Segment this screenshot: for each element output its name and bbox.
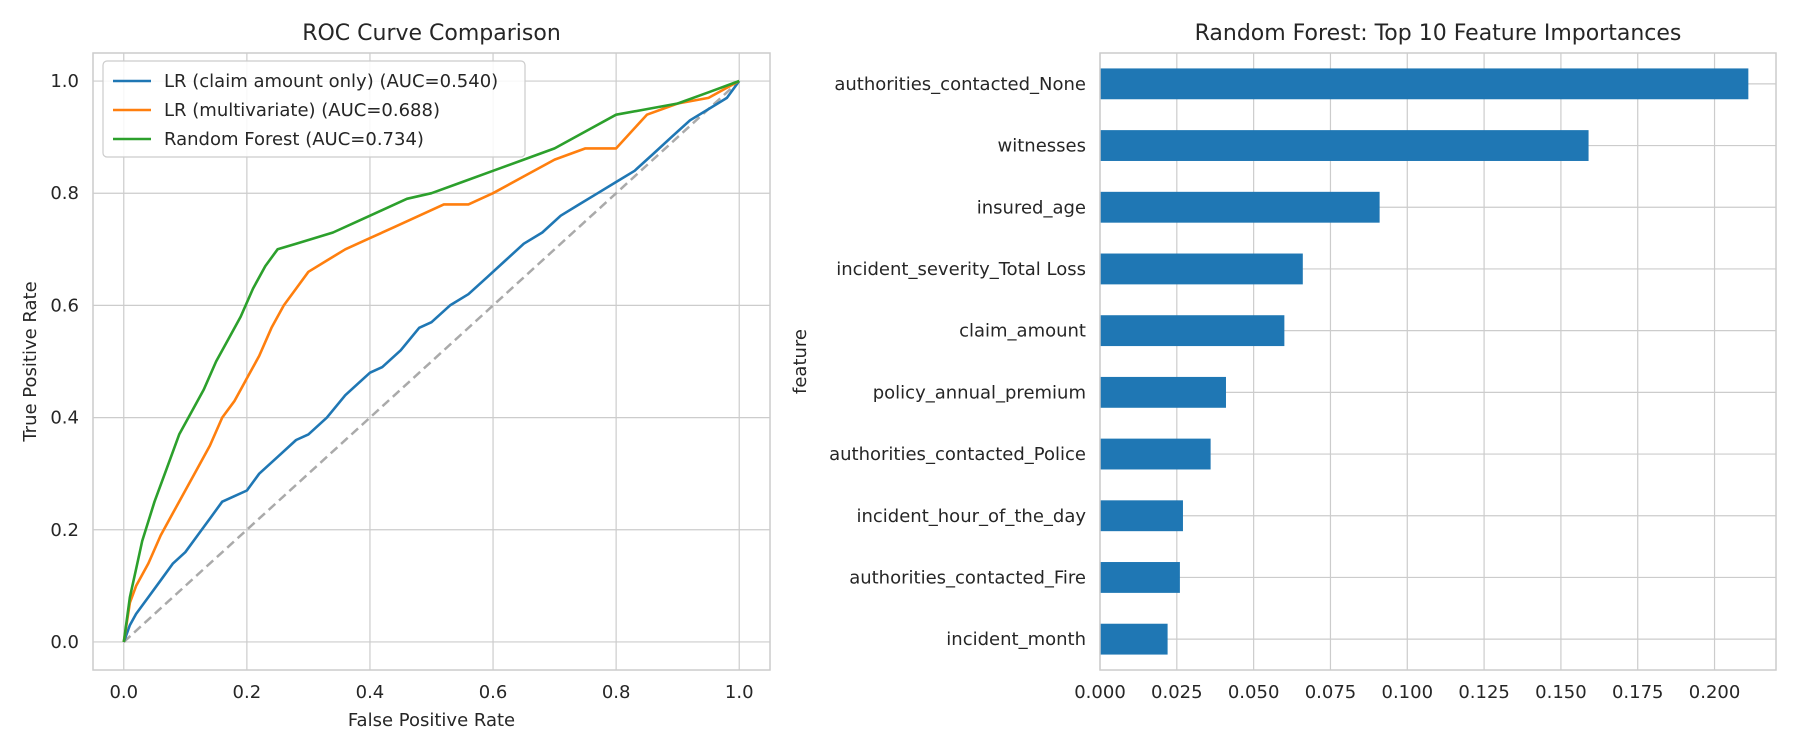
roc-y-tick-label: 0.8 [50,183,79,204]
legend-label-lr-multivariate: LR (multivariate) (AUC=0.688) [164,100,440,121]
roc-x-tick-label: 1.0 [725,682,754,703]
fi-category-label: authorities_contacted_Fire [849,567,1086,588]
fi-category-label: witnesses [998,136,1086,157]
legend-label-random-forest: Random Forest (AUC=0.734) [164,129,424,150]
fi-bar [1100,191,1380,223]
roc-x-tick-label: 0.6 [479,682,508,703]
fi-bar [1100,562,1180,593]
fi-x-tick-label: 0.025 [1151,682,1203,703]
roc-y-tick-label: 0.4 [50,408,79,429]
fi-bar [1100,253,1303,285]
roc-x-tick-label: 0.0 [109,682,138,703]
roc-x-tick-label: 0.2 [233,682,262,703]
roc-chance-diagonal [122,80,741,643]
feature-importance-title: Random Forest: Top 10 Feature Importance… [1195,21,1682,46]
roc-y-tick-label: 0.2 [50,520,79,541]
legend-label-lr-claim-amount: LR (claim amount only) (AUC=0.540) [164,71,498,92]
fi-x-tick-label: 0.175 [1612,682,1664,703]
roc-x-tick-label: 0.4 [356,682,385,703]
fi-x-tick-label: 0.150 [1535,682,1587,703]
fi-bar [1100,623,1168,655]
fi-category-label: incident_severity_Total Loss [836,259,1086,280]
fi-bar [1100,500,1183,532]
roc-y-tick-label: 0.6 [50,295,79,316]
roc-y-tick-label: 1.0 [50,71,79,92]
roc-tick-labels: 0.0 0.2 0.4 0.6 0.8 1.0 0.0 0.2 0.4 0.6 0.8 1.0 [50,71,753,703]
fi-x-tick-label: 0.000 [1074,682,1126,703]
roc-plot-frame [92,52,771,671]
roc-y-tick-label: 0.0 [50,632,79,653]
roc-y-axis-label: True Positive Rate [20,281,41,442]
fi-category-label: incident_hour_of_the_day [857,506,1087,527]
fi-category-label: authorities_contacted_Police [829,444,1086,465]
fi-x-tick-label: 0.075 [1305,682,1357,703]
fi-x-tick-label: 0.200 [1689,682,1741,703]
fi-bar [1100,130,1589,161]
roc-legend: LR (claim amount only) (AUC=0.540) LR (m… [102,60,526,158]
roc-x-axis-label: False Positive Rate [348,710,515,731]
fi-category-label: authorities_contacted_None [834,74,1086,95]
roc-line-random-forest [122,79,740,643]
fi-bar [1100,438,1211,470]
roc-line-lr-claim-amount [122,80,741,643]
roc-line-lr-multivariate [122,79,740,643]
feature-importance-bars [1100,68,1749,655]
fi-bar [1100,315,1285,347]
roc-lines [122,79,741,643]
roc-chart: ROC Curve Comparison False Positive Rate… [20,21,771,731]
fi-category-label: incident_month [946,629,1086,650]
fi-x-tick-label: 0.125 [1458,682,1510,703]
fi-x-tick-label: 0.050 [1228,682,1280,703]
legend-box [102,60,526,158]
roc-title: ROC Curve Comparison [302,21,561,46]
fi-bar [1100,376,1226,408]
feature-importance-chart: Random Forest: Top 10 Feature Importance… [790,21,1777,703]
fi-category-label: policy_annual_premium [873,382,1086,403]
fi-x-tick-label: 0.100 [1382,682,1434,703]
roc-x-tick-label: 0.8 [602,682,631,703]
fi-category-label: insured_age [977,197,1086,218]
feature-importance-y-axis-label: feature [790,329,811,394]
fi-bar [1100,68,1749,100]
feature-importance-plot-frame [1099,52,1777,671]
fi-category-label: claim_amount [959,321,1086,342]
feature-importance-tick-labels: 0.000 0.025 0.050 0.075 0.100 0.125 0.150 0.175… [829,74,1740,703]
